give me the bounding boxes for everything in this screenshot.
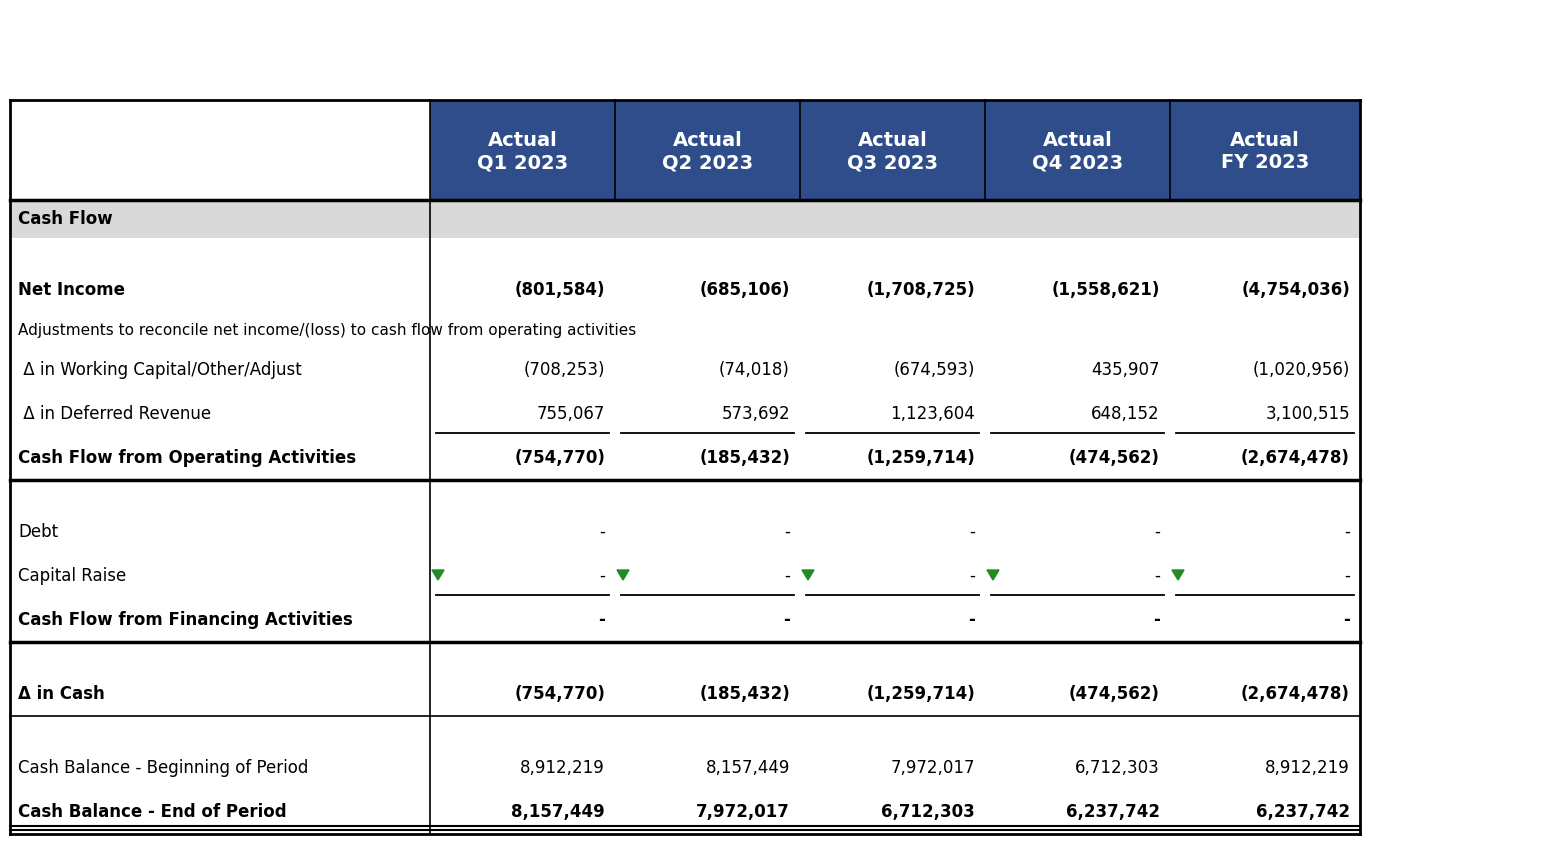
Polygon shape xyxy=(618,570,628,580)
Polygon shape xyxy=(988,570,998,580)
Text: (474,562): (474,562) xyxy=(1070,449,1159,467)
Text: (185,432): (185,432) xyxy=(700,685,789,703)
Bar xyxy=(9,746,1361,790)
Bar xyxy=(430,100,1361,200)
Text: 573,692: 573,692 xyxy=(721,405,789,423)
Text: 3,100,515: 3,100,515 xyxy=(1265,405,1350,423)
Text: -: - xyxy=(599,523,605,541)
Polygon shape xyxy=(1172,570,1184,580)
Text: (754,770): (754,770) xyxy=(514,685,605,703)
Text: 7,972,017: 7,972,017 xyxy=(890,759,975,777)
Text: Cash Flow: Cash Flow xyxy=(19,210,113,228)
Polygon shape xyxy=(432,570,444,580)
Text: 8,157,449: 8,157,449 xyxy=(511,803,605,821)
Text: Actual: Actual xyxy=(1231,131,1300,150)
Text: (708,253): (708,253) xyxy=(523,361,605,379)
Text: Cash Flow from Operating Activities: Cash Flow from Operating Activities xyxy=(19,449,356,467)
Text: -: - xyxy=(599,567,605,585)
Text: (685,106): (685,106) xyxy=(700,281,789,299)
Text: -: - xyxy=(969,523,975,541)
Text: 6,237,742: 6,237,742 xyxy=(1067,803,1159,821)
Text: Debt: Debt xyxy=(19,523,59,541)
Text: 435,907: 435,907 xyxy=(1091,361,1159,379)
Text: (1,259,714): (1,259,714) xyxy=(867,449,975,467)
Text: -: - xyxy=(785,523,789,541)
Bar xyxy=(9,790,1361,834)
Text: Actual: Actual xyxy=(673,131,743,150)
Text: Actual: Actual xyxy=(858,131,927,150)
Text: 1,123,604: 1,123,604 xyxy=(890,405,975,423)
Text: -: - xyxy=(1155,567,1159,585)
Bar xyxy=(9,312,1361,348)
Text: Cash Balance - End of Period: Cash Balance - End of Period xyxy=(19,803,286,821)
Text: (674,593): (674,593) xyxy=(893,361,975,379)
Text: (4,754,036): (4,754,036) xyxy=(1241,281,1350,299)
Text: (754,770): (754,770) xyxy=(514,449,605,467)
Text: Capital Raise: Capital Raise xyxy=(19,567,127,585)
Text: (801,584): (801,584) xyxy=(514,281,605,299)
Text: (185,432): (185,432) xyxy=(700,449,789,467)
Text: 8,157,449: 8,157,449 xyxy=(706,759,789,777)
Text: -: - xyxy=(1344,567,1350,585)
Text: (1,708,725): (1,708,725) xyxy=(867,281,975,299)
Text: Net Income: Net Income xyxy=(19,281,125,299)
Text: -: - xyxy=(785,567,789,585)
Text: 8,912,219: 8,912,219 xyxy=(1265,759,1350,777)
Text: -: - xyxy=(598,611,605,629)
Bar xyxy=(9,598,1361,642)
Text: Adjustments to reconcile net income/(loss) to cash flow from operating activitie: Adjustments to reconcile net income/(los… xyxy=(19,322,636,337)
Text: -: - xyxy=(783,611,789,629)
Text: Q1 2023: Q1 2023 xyxy=(477,153,568,173)
Text: -: - xyxy=(1344,611,1350,629)
Bar xyxy=(9,436,1361,480)
Text: Q4 2023: Q4 2023 xyxy=(1033,153,1122,173)
Bar xyxy=(9,642,1361,672)
Text: FY 2023: FY 2023 xyxy=(1221,153,1310,173)
Text: Δ in Working Capital/Other/Adjust: Δ in Working Capital/Other/Adjust xyxy=(19,361,302,379)
Bar xyxy=(9,238,1361,268)
Text: -: - xyxy=(1155,523,1159,541)
Text: (2,674,478): (2,674,478) xyxy=(1241,685,1350,703)
Text: -: - xyxy=(968,611,975,629)
Text: (1,259,714): (1,259,714) xyxy=(867,685,975,703)
Text: Δ in Deferred Revenue: Δ in Deferred Revenue xyxy=(19,405,211,423)
Text: 6,712,303: 6,712,303 xyxy=(881,803,975,821)
Text: -: - xyxy=(1344,523,1350,541)
Text: Δ in Cash: Δ in Cash xyxy=(19,685,105,703)
Text: 7,972,017: 7,972,017 xyxy=(697,803,789,821)
Bar xyxy=(9,100,430,200)
Bar xyxy=(9,672,1361,716)
Text: Q3 2023: Q3 2023 xyxy=(847,153,938,173)
Text: -: - xyxy=(1153,611,1159,629)
Bar xyxy=(9,268,1361,312)
Text: 6,237,742: 6,237,742 xyxy=(1255,803,1350,821)
Text: (1,558,621): (1,558,621) xyxy=(1051,281,1159,299)
Bar xyxy=(9,716,1361,746)
Polygon shape xyxy=(802,570,814,580)
Text: -: - xyxy=(969,567,975,585)
Text: 755,067: 755,067 xyxy=(537,405,605,423)
Bar xyxy=(9,510,1361,554)
Text: Cash Flow from Financing Activities: Cash Flow from Financing Activities xyxy=(19,611,353,629)
Bar xyxy=(9,392,1361,436)
Bar xyxy=(9,348,1361,392)
Text: Actual: Actual xyxy=(1043,131,1113,150)
Text: (474,562): (474,562) xyxy=(1070,685,1159,703)
Bar xyxy=(9,554,1361,598)
Bar xyxy=(9,480,1361,510)
Text: Q2 2023: Q2 2023 xyxy=(663,153,752,173)
Text: 8,912,219: 8,912,219 xyxy=(520,759,605,777)
Text: Cash Balance - Beginning of Period: Cash Balance - Beginning of Period xyxy=(19,759,308,777)
Text: (2,674,478): (2,674,478) xyxy=(1241,449,1350,467)
Text: Actual: Actual xyxy=(488,131,557,150)
Text: (1,020,956): (1,020,956) xyxy=(1252,361,1350,379)
Text: (74,018): (74,018) xyxy=(720,361,789,379)
Text: 648,152: 648,152 xyxy=(1091,405,1159,423)
Bar xyxy=(9,200,1361,238)
Text: 6,712,303: 6,712,303 xyxy=(1076,759,1159,777)
